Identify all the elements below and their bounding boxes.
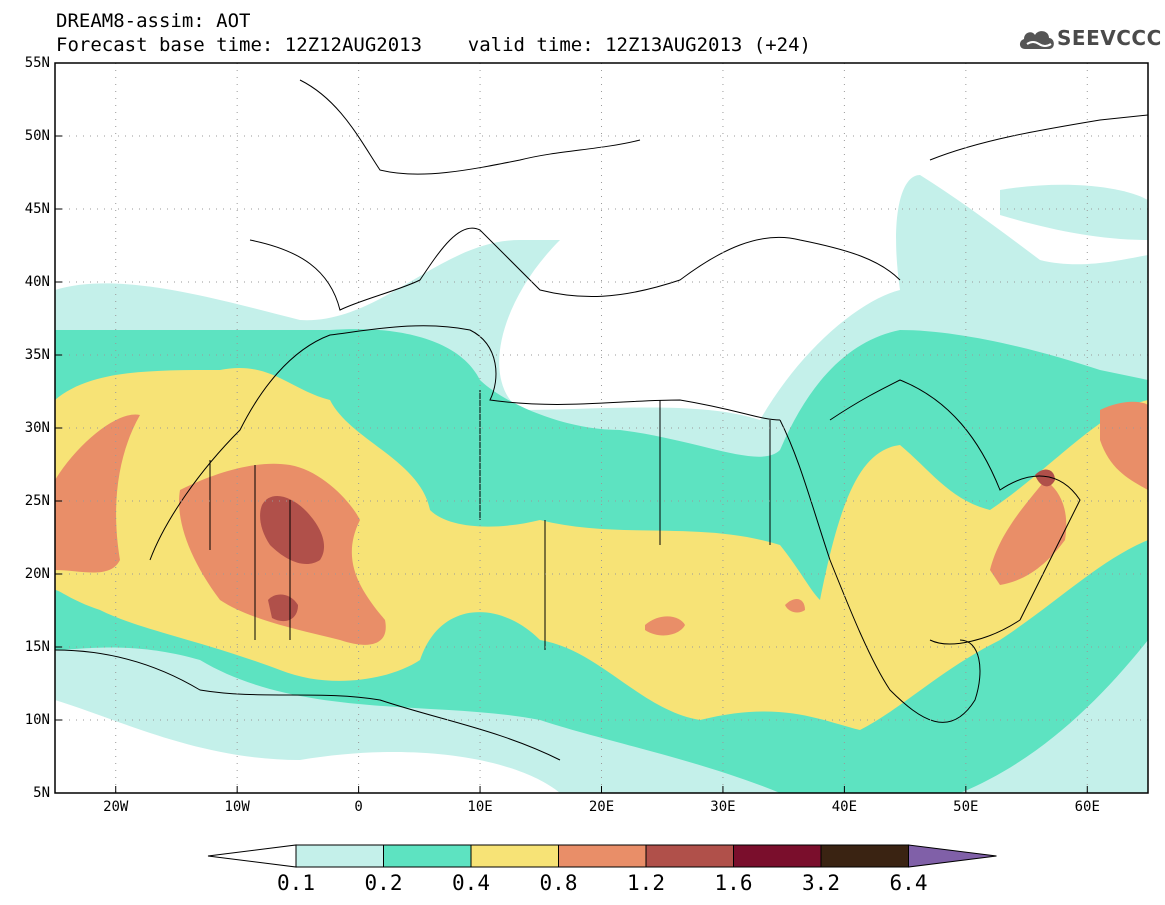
colorbar-swatch	[295, 844, 384, 868]
title-line1: DREAM8-assim: AOT	[56, 10, 251, 32]
colorbar-swatch	[645, 844, 734, 868]
lon-label: 20W	[103, 799, 129, 815]
lon-label: 60E	[1074, 799, 1100, 815]
colorbar-label: 1.2	[627, 871, 665, 895]
lat-label: 40N	[24, 274, 50, 290]
colorbar-max-arrow	[908, 844, 997, 868]
tick-marks	[55, 62, 1088, 794]
logo-text: SEEVCCC	[1057, 26, 1162, 50]
lat-label: 25N	[24, 493, 50, 509]
lon-label: 0	[354, 799, 363, 815]
colorbar-min-arrow	[207, 844, 297, 868]
lon-label: 20E	[588, 799, 615, 815]
lon-label: 40E	[831, 799, 858, 815]
colorbar-swatch	[383, 844, 472, 868]
lon-label: 50E	[953, 799, 979, 815]
lat-label: 55N	[24, 55, 50, 71]
colorbar-label: 0.2	[364, 871, 403, 895]
lat-label: 10N	[24, 712, 50, 728]
lat-label: 35N	[24, 347, 50, 363]
colorbar-label: 1.6	[714, 871, 753, 895]
colorbar-swatch	[558, 844, 647, 868]
lat-label: 5N	[33, 785, 50, 801]
lat-label: 50N	[24, 128, 50, 144]
colorbar-label: 3.2	[802, 871, 840, 895]
lat-label: 45N	[24, 201, 50, 217]
colorbar	[207, 844, 997, 868]
colorbar-swatch	[820, 844, 909, 868]
lon-label: 10W	[224, 799, 250, 815]
lat-label: 20N	[24, 566, 50, 582]
colorbar-label: 6.4	[889, 871, 928, 895]
title-line2: Forecast base time: 12Z12AUG2013 valid t…	[56, 34, 811, 56]
lon-label: 30E	[710, 799, 736, 815]
colorbar-label: 0.4	[452, 871, 490, 895]
lon-label: 10E	[467, 799, 493, 815]
seevccc-logo: SEEVCCC	[1017, 22, 1161, 58]
lat-label: 15N	[24, 639, 50, 655]
coastlines	[55, 79, 1148, 761]
colorbar-swatch	[470, 844, 559, 868]
colorbar-label: 0.8	[539, 871, 578, 895]
colorbar-label: 0.1	[277, 871, 315, 895]
cloud-icon	[1019, 31, 1054, 49]
aot-band-0.4	[55, 367, 1148, 730]
lat-label: 30N	[24, 420, 50, 436]
colorbar-swatch	[733, 844, 822, 868]
